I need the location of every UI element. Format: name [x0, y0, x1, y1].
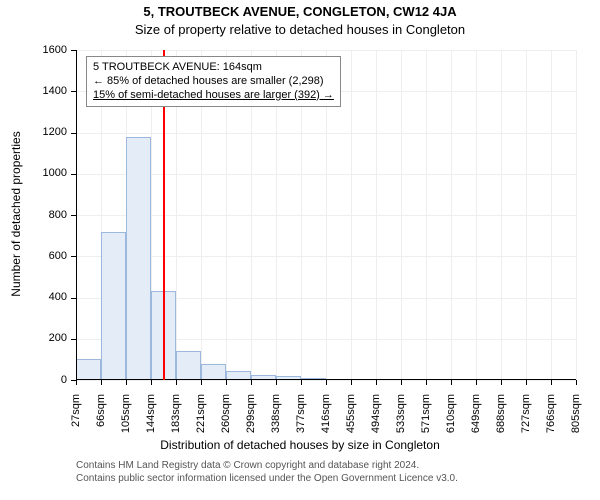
- gridline-horizontal: [76, 50, 576, 51]
- annotation-line: ← 85% of detached houses are smaller (2,…: [93, 75, 334, 89]
- histogram-bar: [76, 359, 101, 380]
- xtick-label: 377sqm: [295, 394, 307, 454]
- histogram-bar: [201, 364, 226, 381]
- ytick-label: 1200: [31, 126, 67, 138]
- xtick-mark: [176, 380, 177, 385]
- ytick-mark: [71, 215, 76, 216]
- gridline-vertical: [576, 50, 577, 380]
- xtick-label: 221sqm: [195, 394, 207, 454]
- chart-container: 5, TROUTBECK AVENUE, CONGLETON, CW12 4JA…: [0, 0, 600, 500]
- ytick-mark: [71, 256, 76, 257]
- ytick-label: 0: [31, 374, 67, 386]
- xtick-label: 571sqm: [420, 394, 432, 454]
- footer-attribution: Contains HM Land Registry data © Crown c…: [76, 460, 458, 485]
- xtick-label: 144sqm: [145, 394, 157, 454]
- xtick-mark: [151, 380, 152, 385]
- xtick-mark: [576, 380, 577, 385]
- xtick-mark: [426, 380, 427, 385]
- footer-line-2: Contains public sector information licen…: [76, 473, 458, 486]
- xtick-mark: [526, 380, 527, 385]
- ytick-label: 200: [31, 332, 67, 344]
- xtick-mark: [301, 380, 302, 385]
- ytick-label: 400: [31, 291, 67, 303]
- xtick-label: 183sqm: [170, 394, 182, 454]
- y-axis-line: [76, 50, 77, 380]
- annotation-line: 5 TROUTBECK AVENUE: 164sqm: [93, 61, 334, 75]
- xtick-label: 533sqm: [395, 394, 407, 454]
- ytick-label: 600: [31, 250, 67, 262]
- xtick-label: 688sqm: [495, 394, 507, 454]
- xtick-mark: [476, 380, 477, 385]
- xtick-mark: [276, 380, 277, 385]
- ytick-label: 1000: [31, 167, 67, 179]
- xtick-mark: [101, 380, 102, 385]
- xtick-mark: [251, 380, 252, 385]
- xtick-mark: [126, 380, 127, 385]
- ytick-mark: [71, 91, 76, 92]
- xtick-mark: [501, 380, 502, 385]
- histogram-bar: [176, 351, 201, 380]
- ytick-mark: [71, 50, 76, 51]
- xtick-mark: [76, 380, 77, 385]
- xtick-label: 260sqm: [220, 394, 232, 454]
- ytick-mark: [71, 339, 76, 340]
- ytick-label: 1600: [31, 44, 67, 56]
- xtick-mark: [326, 380, 327, 385]
- ytick-mark: [71, 174, 76, 175]
- xtick-label: 27sqm: [70, 394, 82, 454]
- xtick-mark: [201, 380, 202, 385]
- footer-line-1: Contains HM Land Registry data © Crown c…: [76, 460, 458, 473]
- chart-subtitle: Size of property relative to detached ho…: [0, 22, 600, 37]
- xtick-label: 610sqm: [445, 394, 457, 454]
- page-title: 5, TROUTBECK AVENUE, CONGLETON, CW12 4JA: [0, 4, 600, 19]
- xtick-label: 105sqm: [120, 394, 132, 454]
- xtick-label: 727sqm: [520, 394, 532, 454]
- xtick-mark: [376, 380, 377, 385]
- xtick-label: 299sqm: [245, 394, 257, 454]
- xtick-mark: [351, 380, 352, 385]
- annotation-line: 15% of semi-detached houses are larger (…: [93, 89, 334, 103]
- xtick-label: 338sqm: [270, 394, 282, 454]
- xtick-mark: [226, 380, 227, 385]
- histogram-bar: [101, 232, 126, 381]
- gridline-horizontal: [76, 133, 576, 134]
- xtick-label: 766sqm: [545, 394, 557, 454]
- xtick-label: 416sqm: [320, 394, 332, 454]
- xtick-label: 455sqm: [345, 394, 357, 454]
- plot-area: 5 TROUTBECK AVENUE: 164sqm← 85% of detac…: [76, 50, 576, 380]
- ytick-label: 1400: [31, 85, 67, 97]
- histogram-bar: [126, 137, 151, 380]
- xtick-mark: [451, 380, 452, 385]
- gridline-horizontal: [76, 174, 576, 175]
- y-axis-label: Number of detached properties: [9, 49, 23, 379]
- xtick-mark: [401, 380, 402, 385]
- xtick-label: 805sqm: [570, 394, 582, 454]
- ytick-label: 800: [31, 209, 67, 221]
- xtick-label: 649sqm: [470, 394, 482, 454]
- gridline-horizontal: [76, 256, 576, 257]
- ytick-mark: [71, 298, 76, 299]
- ytick-mark: [71, 133, 76, 134]
- xtick-label: 494sqm: [370, 394, 382, 454]
- annotation-box: 5 TROUTBECK AVENUE: 164sqm← 85% of detac…: [86, 56, 341, 107]
- xtick-mark: [551, 380, 552, 385]
- xtick-label: 66sqm: [95, 394, 107, 454]
- gridline-horizontal: [76, 215, 576, 216]
